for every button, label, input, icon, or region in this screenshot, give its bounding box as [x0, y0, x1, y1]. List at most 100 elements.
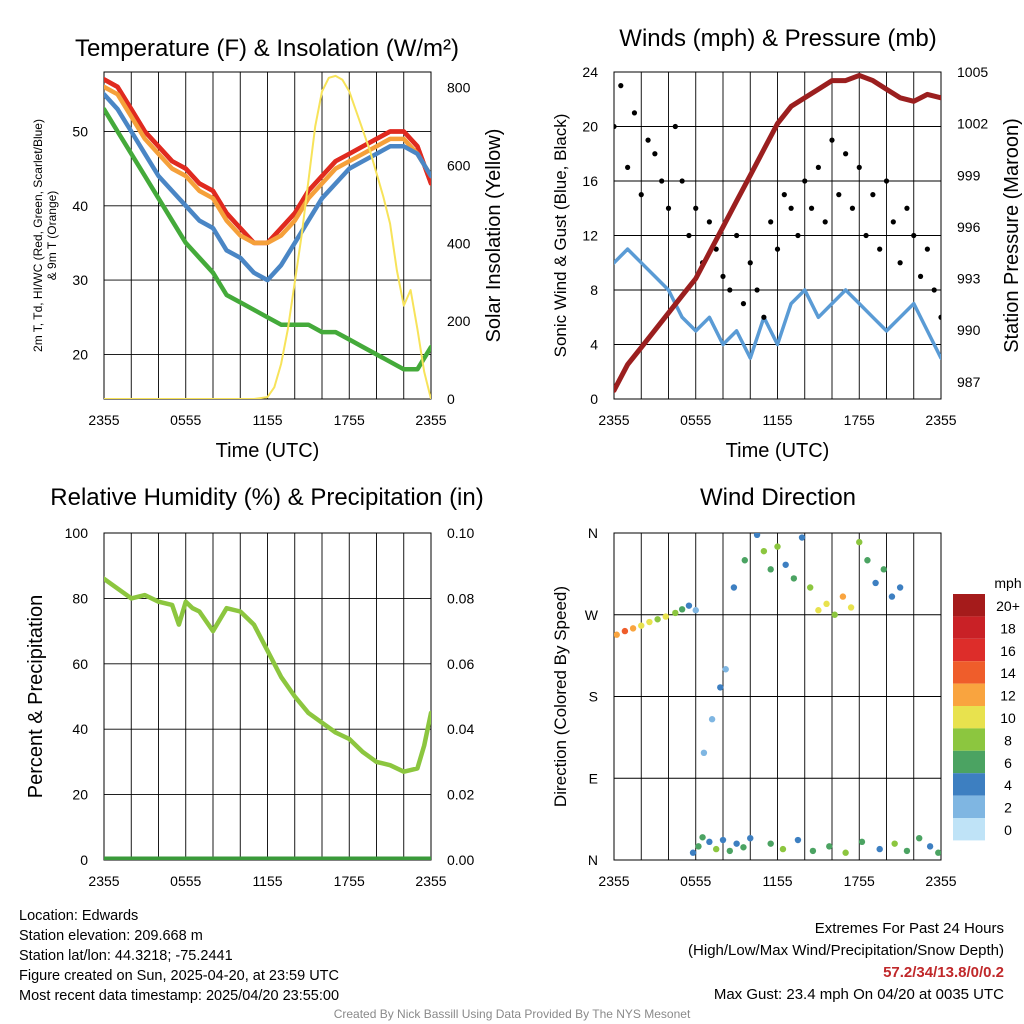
x-tick-label: 1755 — [844, 873, 875, 889]
gust-point — [849, 205, 856, 211]
direction-point — [621, 627, 629, 635]
x-tick-label: 1155 — [252, 873, 282, 889]
chart-title: Winds (mph) & Pressure (mb) — [619, 25, 936, 52]
direction-point — [807, 584, 814, 591]
direction-point — [708, 716, 716, 723]
gust-point — [877, 246, 883, 252]
extremes-values: 57.2/34/13.8/0/0.2 — [883, 964, 1004, 981]
y-tick-label: 4 — [590, 337, 598, 353]
direction-point — [856, 538, 863, 546]
gust-point — [904, 205, 910, 211]
direction-point — [896, 584, 904, 591]
direction-point — [826, 843, 833, 850]
y2-tick-label: 996 — [957, 219, 981, 235]
x-tick-label: 0555 — [170, 412, 201, 428]
series-line-blue — [104, 92, 431, 283]
x-tick-label: 2355 — [415, 873, 446, 889]
colorbar-label: 18 — [1000, 620, 1016, 636]
x-tick-label: 2355 — [598, 412, 629, 428]
y-tick-label: W — [585, 607, 599, 623]
gust-point — [625, 164, 631, 170]
direction-point — [831, 611, 838, 618]
y-tick-label: 100 — [65, 525, 89, 541]
gust-point — [631, 110, 638, 116]
direction-point — [847, 604, 855, 611]
y2-axis-label: Station Pressure (Maroon) — [1001, 118, 1023, 353]
direction-point — [685, 602, 693, 609]
gust-point — [768, 219, 774, 225]
direction-point — [858, 838, 866, 846]
gust-point — [924, 246, 930, 252]
x-axis-label: Time (UTC) — [216, 440, 320, 462]
colorbar-swatch — [953, 773, 985, 796]
y2-tick-label: 800 — [447, 80, 471, 96]
direction-point — [774, 543, 781, 550]
x-axis-label: Time (UTC) — [726, 440, 830, 462]
x-tick-label: 2355 — [88, 412, 119, 428]
colorbar-label: 14 — [1000, 665, 1016, 681]
direction-point — [767, 840, 774, 847]
y2-tick-label: 0.00 — [447, 852, 474, 868]
y-tick-label: N — [588, 525, 598, 541]
x-tick-label: 1755 — [844, 412, 875, 428]
direction-point — [678, 606, 686, 613]
max-gust-text: Max Gust: 23.4 mph On 04/20 at 0035 UTC — [713, 986, 1004, 1003]
y2-tick-label: 993 — [957, 271, 981, 287]
y-tick-label: 20 — [582, 119, 598, 135]
gust-point — [781, 192, 787, 198]
direction-point — [903, 847, 911, 855]
direction-point — [689, 849, 697, 856]
y-axis-label: 2m T, Td, HI/WC (Red, Green, Scarlet/Blu… — [31, 119, 45, 352]
gust-point — [672, 123, 678, 130]
x-tick-label: 1155 — [762, 412, 792, 428]
direction-point — [614, 631, 620, 638]
y-tick-label: 0 — [590, 391, 598, 407]
gust-point — [815, 164, 821, 170]
y2-tick-label: 999 — [957, 167, 981, 183]
colorbar-title: mph — [994, 575, 1021, 591]
y-tick-label: E — [589, 770, 598, 786]
y-tick-label: 12 — [582, 228, 598, 244]
colorbar-label: 8 — [1004, 732, 1012, 748]
direction-point — [842, 849, 849, 856]
y2-tick-label: 990 — [957, 322, 981, 338]
direction-point — [891, 840, 898, 847]
y-axis-label-2: & 9m T (Orange) — [45, 191, 59, 281]
x-tick-label: 2355 — [415, 412, 446, 428]
x-tick-label: 0555 — [680, 412, 711, 428]
y-tick-label: 50 — [72, 123, 88, 139]
y-tick-label: 0 — [80, 852, 88, 868]
series-line-sonic_blue — [614, 247, 941, 360]
direction-point — [719, 836, 727, 844]
x-tick-label: 1155 — [762, 873, 792, 889]
gust-point — [897, 260, 903, 266]
y2-tick-label: 600 — [447, 157, 471, 173]
colorbar-swatch — [953, 750, 985, 774]
gust-point — [740, 301, 747, 307]
direction-point — [779, 845, 787, 853]
y-tick-label: N — [588, 852, 598, 868]
direction-point — [741, 557, 748, 564]
direction-point — [935, 849, 941, 856]
gust-point — [734, 232, 740, 239]
colorbar-label: 20+ — [996, 598, 1020, 614]
plot-area — [614, 533, 941, 856]
direction-point — [654, 616, 661, 623]
y-tick-label: 40 — [72, 721, 88, 737]
colorbar-label: 0 — [1004, 822, 1012, 838]
x-tick-label: 2355 — [88, 873, 119, 889]
y-axis-label: Direction (Colored By Speed) — [551, 586, 570, 807]
gust-point — [856, 164, 862, 170]
y-axis-label: Sonic Wind & Gust (Blue, Black) — [551, 114, 570, 358]
x-tick-label: 0555 — [680, 873, 711, 889]
direction-point — [809, 847, 817, 855]
gust-point — [863, 232, 869, 239]
colorbar-label: 6 — [1004, 755, 1012, 771]
direction-point — [790, 575, 798, 582]
direction-point — [712, 845, 720, 853]
y-tick-label: 30 — [72, 272, 88, 288]
y-tick-label: 20 — [72, 787, 88, 803]
direction-point — [794, 836, 802, 844]
y2-axis-label: Solar Insolation (Yellow) — [483, 129, 505, 343]
